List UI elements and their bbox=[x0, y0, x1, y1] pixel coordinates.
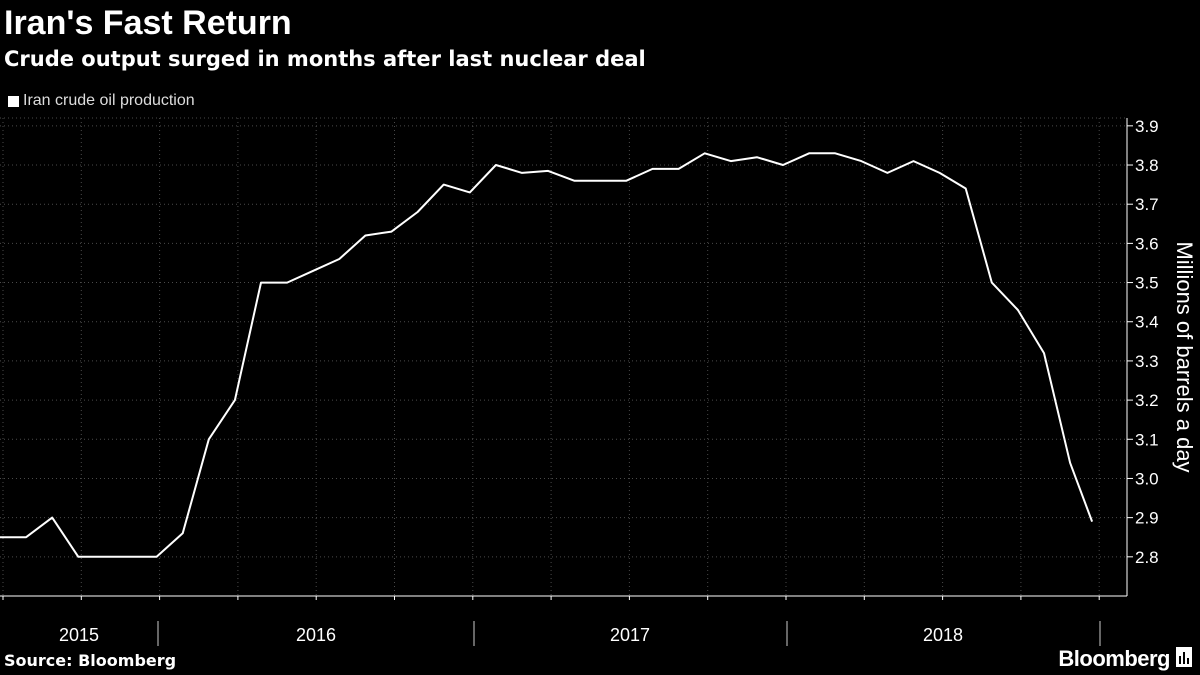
chart-title: Iran's Fast Return bbox=[4, 4, 292, 42]
y-tick-label: 3.1 bbox=[1135, 430, 1159, 449]
bloomberg-logo-icon bbox=[1176, 646, 1192, 672]
y-tick-label: 2.8 bbox=[1135, 548, 1159, 567]
y-tick-label: 3.7 bbox=[1135, 195, 1159, 214]
y-tick-label: 3.5 bbox=[1135, 274, 1159, 293]
label-layer: 2.8 2.9 3.0 3.1 3.2 3.3 3.4 3.5 3.6 3.7 3.8 3.9 2015… bbox=[59, 117, 1197, 645]
brand-name: Bloomberg bbox=[1058, 646, 1170, 671]
y-tick-label: 3.4 bbox=[1135, 313, 1159, 332]
y-tick-label: 3.2 bbox=[1135, 391, 1159, 410]
x-year-label: 2015 bbox=[59, 625, 99, 645]
y-tick-label: 3.0 bbox=[1135, 469, 1159, 488]
y-tick-label: 3.6 bbox=[1135, 234, 1159, 253]
series-line bbox=[0, 152, 1094, 558]
y-tick-label: 3.3 bbox=[1135, 352, 1159, 371]
x-year-label: 2018 bbox=[923, 625, 963, 645]
x-year-label: 2017 bbox=[610, 625, 650, 645]
legend-label: Iran crude oil production bbox=[23, 92, 195, 109]
y-tick-label: 3.9 bbox=[1135, 117, 1159, 136]
chart-subtitle: Crude output surged in months after last… bbox=[4, 47, 646, 71]
legend-swatch bbox=[8, 95, 19, 107]
axis-layer bbox=[0, 118, 1133, 646]
y-tick-label: 3.8 bbox=[1135, 156, 1159, 175]
source-note: Source: Bloomberg bbox=[4, 651, 177, 670]
series-layer bbox=[0, 152, 1094, 558]
brand: Bloomberg bbox=[1058, 646, 1192, 672]
x-year-label: 2016 bbox=[296, 625, 336, 645]
legend: Iran crude oil production bbox=[8, 90, 195, 112]
y-axis-label: Millions of barrels a day bbox=[1172, 241, 1197, 472]
grid-layer bbox=[0, 117, 1127, 596]
y-tick-label: 2.9 bbox=[1135, 509, 1159, 528]
